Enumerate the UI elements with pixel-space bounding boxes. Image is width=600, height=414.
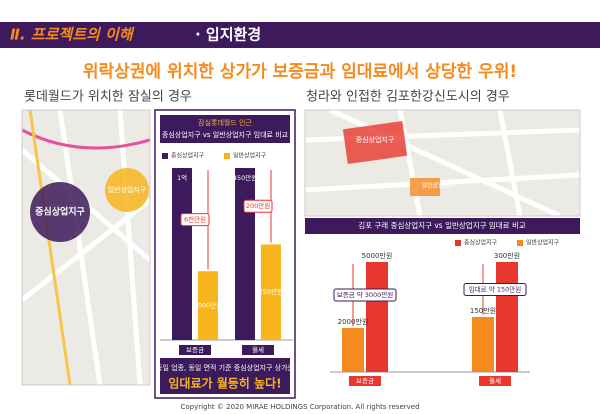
bar [366, 262, 388, 372]
x-tick-label: 월세 [489, 376, 501, 385]
bar [342, 328, 364, 372]
bar [261, 244, 281, 340]
legend-label: 일반상업지구 [526, 239, 560, 247]
legend-swatch [224, 153, 230, 159]
legend-swatch [455, 240, 461, 246]
data-label: 450만원 [233, 173, 257, 182]
annotation: 6천만원 [184, 215, 206, 224]
data-label: 5000만원 [362, 251, 393, 260]
chart-title: 김포 구래 중심상업지구 vs 일반상업지구 임대료 비교 [358, 220, 526, 230]
bar [198, 271, 218, 340]
annotation-box [243, 199, 273, 213]
footer: Copyright © 2020 MIRAE HOLDINGS Corporat… [180, 403, 419, 411]
legend-swatch [162, 153, 168, 159]
chart-subtitle: 중심상업지구 vs 일반상업지구 임대료 비교 [162, 130, 289, 139]
map-label: 중심상업지구 [35, 206, 85, 218]
data-label: 4000만원 [194, 301, 223, 310]
map-label: 일반상업지구 [108, 185, 147, 194]
note-box [160, 358, 290, 394]
x-tick-label: 월세 [252, 345, 264, 354]
legend-swatch [517, 240, 523, 246]
chart-title: 잠실롯데월드 인근 [198, 118, 252, 127]
header-bar [0, 22, 600, 48]
category-box [479, 376, 511, 386]
category-box [349, 376, 381, 386]
legend-label: 중심상업지구 [171, 152, 205, 160]
bar [235, 168, 255, 340]
headline: 위락상권에 위치한 상가가 보증금과 임대료에서 상당한 우위! [83, 61, 517, 82]
note: 동일 업종, 동일 면적 기준 중심상업지구 상가는 [156, 363, 294, 372]
category-box [179, 345, 211, 355]
data-label: 250만원 [259, 287, 283, 296]
category-box [242, 345, 274, 355]
chart-title-box [160, 115, 290, 143]
section-title: Ⅱ. 프로젝트의 이해 [10, 26, 135, 44]
subtitle: 롯데월드가 위치한 잠실의 경우 [24, 90, 192, 105]
annotation: 임대료 약 150만원 [469, 285, 521, 294]
data-label: 300만원 [494, 251, 520, 260]
legend-label: 일반상업지구 [233, 152, 267, 160]
bar [172, 168, 192, 340]
data-label: 1억 [177, 174, 187, 182]
annotation-box [180, 213, 210, 227]
map [20, 109, 152, 386]
map-label: 일반상업지구 [421, 182, 455, 190]
bar [496, 262, 518, 372]
map-label: 중심상업지구 [356, 135, 395, 144]
annotation-box [333, 288, 397, 302]
bar [472, 317, 494, 372]
chart-title-box [305, 218, 580, 234]
map [304, 107, 581, 219]
conclusion: 임대료가 월등히 높다! [168, 376, 281, 391]
annotation: 보증금 약 3000만원 [337, 290, 394, 299]
subtitle: 청라와 인접한 김포한강신도시의 경우 [306, 90, 510, 105]
annotation: 200만원 [246, 201, 270, 210]
annotation-box [463, 283, 527, 296]
legend-label: 중심상업지구 [464, 239, 498, 247]
topic-title: · 입지환경 [195, 26, 261, 44]
x-tick-label: 보증금 [186, 346, 204, 354]
x-tick-label: 보증금 [356, 377, 374, 385]
